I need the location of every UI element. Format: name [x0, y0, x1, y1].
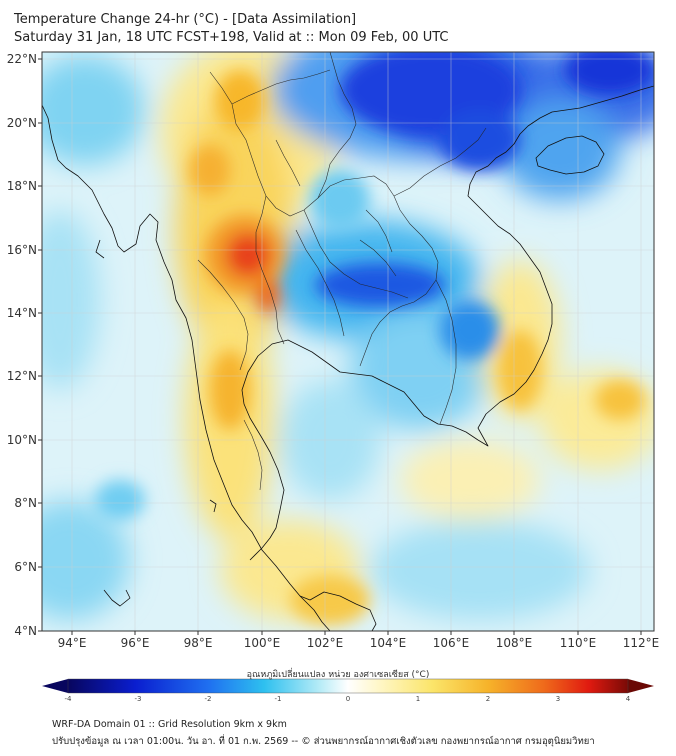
lon-label-96e: 96°E: [121, 636, 150, 650]
map-title: Temperature Change 24-hr (°C) - [Data As…: [14, 12, 357, 27]
colorbar-scale: [68, 679, 628, 693]
lat-label-6n: 6°N: [14, 560, 37, 574]
coastlines: [42, 85, 654, 631]
lat-label-10n: 10°N: [7, 433, 37, 447]
lat-label-18n: 18°N: [7, 179, 37, 193]
footer-model-info: WRF-DA Domain 01 :: Grid Resolution 9km …: [52, 719, 287, 730]
colorbar-tick: 2: [486, 695, 490, 703]
lon-label-102e: 102°E: [307, 636, 344, 650]
lat-label-20n: 20°N: [7, 116, 37, 130]
footer-credit: ปรับปรุงข้อมูล ณ เวลา 01:00น. วัน อา. ที…: [52, 736, 595, 747]
colorbar-tick: -3: [135, 695, 142, 703]
lon-label-98e: 98°E: [184, 636, 213, 650]
lat-label-14n: 14°N: [7, 306, 37, 320]
lat-label-4n: 4°N: [14, 624, 37, 638]
colorbar-max-arrow: [628, 679, 654, 693]
map-frame: [41, 51, 655, 632]
lat-label-22n: 22°N: [7, 52, 37, 66]
colorbar-tick: 0: [346, 695, 350, 703]
colorbar-tick: -2: [205, 695, 212, 703]
lon-label-108e: 108°E: [496, 636, 533, 650]
lon-label-106e: 106°E: [433, 636, 470, 650]
colorbar: [42, 678, 654, 694]
lat-label-16n: 16°N: [7, 243, 37, 257]
colorbar-tick: -4: [65, 695, 73, 703]
colorbar-tick: 1: [416, 695, 420, 703]
lon-label-104e: 104°E: [370, 636, 407, 650]
colorbar-min-arrow: [42, 679, 68, 693]
lat-label-8n: 8°N: [14, 496, 37, 510]
lon-label-94e: 94°E: [58, 636, 87, 650]
lon-label-110e: 110°E: [560, 636, 597, 650]
map-subtitle: Saturday 31 Jan, 18 UTC FCST+198, Valid …: [14, 30, 449, 45]
lon-label-100e: 100°E: [244, 636, 281, 650]
lat-label-12n: 12°N: [7, 369, 37, 383]
colorbar-tick: -1: [275, 695, 282, 703]
colorbar-title: อุณหภูมิเปลี่ยนแปลง หน่วย องศาเซลเซียส (…: [246, 670, 430, 680]
temperature-field: [42, 52, 654, 631]
colorbar-tick: 4: [626, 695, 631, 703]
lon-label-112e: 112°E: [623, 636, 660, 650]
borders: [197, 52, 487, 491]
colorbar-tick: 3: [556, 695, 560, 703]
